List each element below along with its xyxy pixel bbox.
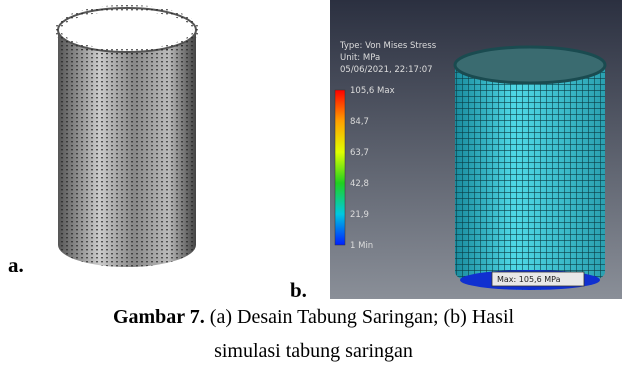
caption-line: simulasi tabung saringan — [0, 334, 627, 368]
figure: Type: Von Mises Stress Unit: MPa 05/06/2… — [0, 0, 627, 300]
simulation-screenshot: Type: Von Mises Stress Unit: MPa 05/06/2… — [330, 0, 622, 299]
legend-unit: Unit: MPa — [340, 53, 380, 63]
legend-timestamp: 05/06/2021, 22:17:07 — [340, 65, 433, 75]
page: Type: Von Mises Stress Unit: MPa 05/06/2… — [0, 0, 627, 372]
legend-level: 63,7 — [350, 148, 369, 158]
panel-label: a. — [8, 253, 24, 278]
legend-level: 21,9 — [350, 210, 369, 220]
legend-type: Type: Von Mises Stress — [339, 41, 437, 51]
legend-level: 42,8 — [350, 179, 369, 189]
caption-text: (a) Desain Tabung Saringan; (b) Hasil — [205, 306, 514, 328]
caption-number: Gambar 7. — [113, 306, 205, 328]
caption-line: Gambar 7. (a) Desain Tabung Saringan; (b… — [0, 300, 627, 334]
legend-level: 1 Min — [350, 241, 373, 251]
filter-tube-design — [58, 8, 196, 267]
max-callout: Max: 105,6 MPa — [497, 275, 561, 284]
legend-level: 84,7 — [350, 117, 369, 127]
caption: Gambar 7. (a) Desain Tabung Saringan; (b… — [0, 300, 627, 368]
legend-level: 105,6 Max — [350, 86, 395, 96]
